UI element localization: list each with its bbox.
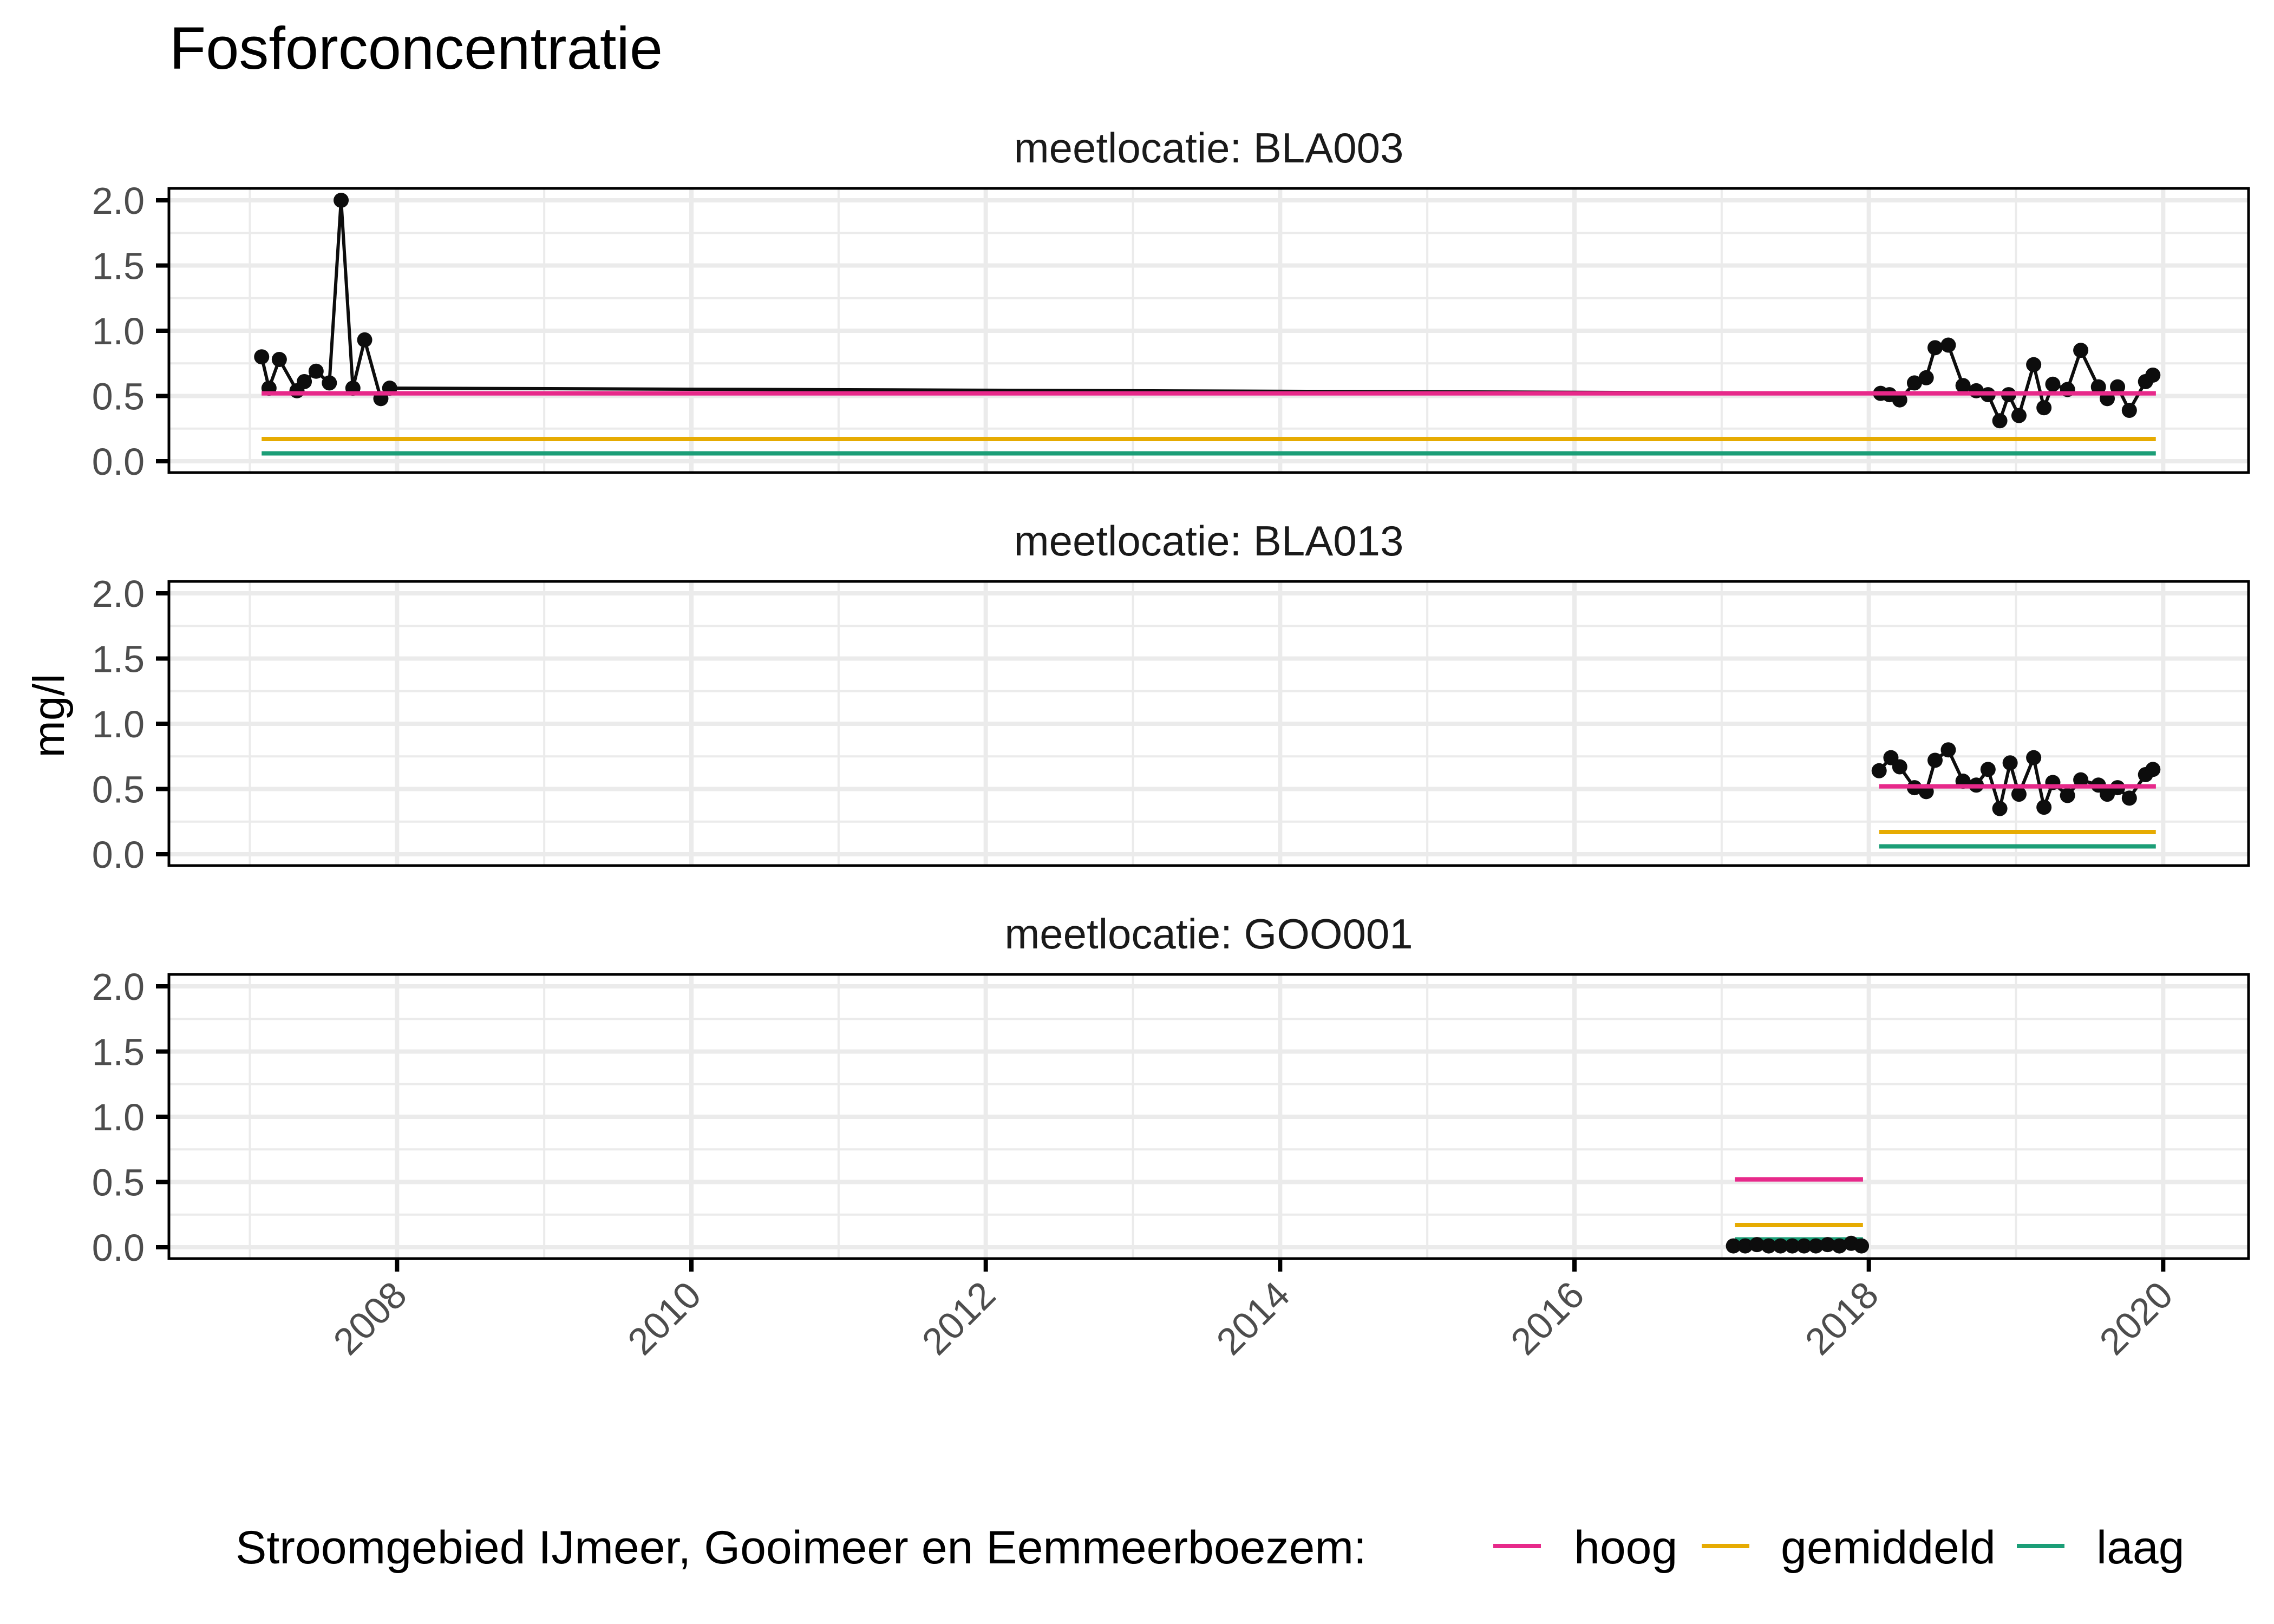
y-tick-label: 0.0 (92, 1227, 145, 1269)
y-tick-label: 0.5 (92, 376, 145, 418)
gridlines (169, 974, 2249, 1259)
x-tick-label: 2014 (1208, 1273, 1298, 1363)
data-point (1726, 1238, 1741, 1254)
data-point (357, 332, 373, 348)
data-point (1980, 762, 1996, 777)
data-point (1737, 1238, 1753, 1254)
data-point (1955, 378, 1971, 394)
legend-entries: hoog gemiddeld laag (1493, 1522, 2185, 1574)
data-point (1927, 340, 1943, 356)
legend: Stroomgebied IJmeer, Gooimeer en Eemmeer… (236, 1522, 2185, 1574)
x-tick-label: 2020 (2092, 1273, 2181, 1363)
data-point (2036, 800, 2052, 815)
x-tick-label: 2018 (1797, 1273, 1886, 1363)
y-axis: 0.0 0.5 1.0 1.5 2.0 (92, 966, 169, 1269)
y-tick-label: 1.5 (92, 1031, 145, 1073)
y-tick-label: 0.5 (92, 769, 145, 811)
data-point (1808, 1238, 1824, 1254)
facet-panel: meetlocatie: BLA013 0.0 0.5 1.0 1.5 2.0 (92, 517, 2250, 876)
data-points (1726, 1235, 1870, 1254)
y-tick-label: 0.0 (92, 441, 145, 483)
data-point (1992, 413, 2008, 429)
y-tick-label: 2.0 (92, 966, 145, 1008)
data-point (2121, 790, 2137, 806)
y-tick-label: 2.0 (92, 573, 145, 615)
data-point (1832, 1238, 1847, 1254)
y-tick-label: 1.0 (92, 703, 145, 745)
x-tick-label: 2016 (1502, 1273, 1592, 1363)
data-point (1871, 763, 1887, 778)
data-point (2073, 343, 2089, 358)
data-point (1785, 1238, 1800, 1254)
y-tick-label: 0.0 (92, 834, 145, 876)
y-axis: 0.0 0.5 1.0 1.5 2.0 (92, 573, 169, 876)
data-point (2011, 787, 2027, 802)
x-tick-label: 2012 (914, 1273, 1003, 1363)
legend-item-hoog: hoog (1493, 1522, 1677, 1574)
data-point (1906, 375, 1922, 391)
y-axis: 0.0 0.5 1.0 1.5 2.0 (92, 180, 169, 483)
x-tick-label: 2008 (325, 1273, 415, 1363)
data-point (334, 193, 349, 208)
facet-strip-label: meetlocatie: BLA003 (1014, 124, 1404, 172)
legend-title: Stroomgebied IJmeer, Gooimeer en Eemmeer… (236, 1522, 1367, 1574)
data-point (2121, 403, 2137, 418)
facet-strip-label: meetlocatie: GOO001 (1004, 910, 1413, 958)
data-point (2026, 357, 2042, 372)
facet-panel: meetlocatie: GOO001 0.0 0.5 1.0 1.5 2.0 (92, 910, 2250, 1269)
y-tick-label: 1.5 (92, 245, 145, 287)
data-point (1918, 370, 1934, 385)
legend-item-laag: laag (2017, 1522, 2185, 1574)
y-tick-label: 1.5 (92, 638, 145, 680)
gridlines (169, 188, 2249, 473)
gridlines (169, 581, 2249, 866)
data-point (1749, 1237, 1765, 1253)
y-tick-label: 1.0 (92, 1096, 145, 1138)
data-point (1892, 392, 1907, 408)
data-point (2026, 750, 2042, 765)
facet-strip-label: meetlocatie: BLA013 (1014, 517, 1404, 565)
data-point (1927, 752, 1943, 768)
chart-title: Fosforconcentratie (169, 15, 663, 82)
y-tick-label: 1.0 (92, 310, 145, 352)
facet-panels: meetlocatie: BLA0030.00.51.01.52.0meetlo… (92, 124, 2250, 1269)
data-point (1773, 1238, 1788, 1254)
legend-label: gemiddeld (1781, 1522, 1996, 1574)
data-point (271, 352, 287, 368)
data-point (2145, 762, 2161, 777)
data-point (2090, 379, 2106, 395)
facet-panel: meetlocatie: BLA003 0.0 0.5 1.0 1.5 2.0 (92, 124, 2250, 483)
x-axis: 2008 2010 2012 2014 2016 2018 2020 (325, 1259, 2181, 1363)
data-point (1940, 337, 1956, 353)
data-point (2060, 788, 2075, 803)
y-axis-label: mg/l (24, 674, 74, 758)
data-point (254, 349, 270, 365)
data-point (1796, 1238, 1812, 1254)
data-point (2036, 400, 2052, 416)
data-point (1992, 801, 2008, 816)
legend-label: laag (2096, 1522, 2185, 1574)
data-point (297, 374, 312, 389)
data-point (1820, 1237, 1835, 1253)
legend-label: hoog (1574, 1522, 1677, 1574)
data-point (1761, 1238, 1776, 1254)
data-point (1892, 759, 1907, 775)
data-point (1854, 1238, 1870, 1254)
data-point (2011, 408, 2027, 423)
data-point (2002, 755, 2018, 771)
x-tick-label: 2010 (619, 1273, 709, 1363)
y-tick-label: 0.5 (92, 1162, 145, 1204)
data-point (322, 375, 337, 391)
y-tick-label: 2.0 (92, 180, 145, 222)
data-point (308, 363, 324, 379)
data-point (1940, 742, 1956, 758)
data-point (2110, 379, 2126, 395)
data-point (2045, 376, 2061, 392)
data-point (2145, 367, 2161, 383)
legend-item-gemiddeld: gemiddeld (1702, 1522, 1996, 1574)
data-point (2073, 772, 2089, 788)
